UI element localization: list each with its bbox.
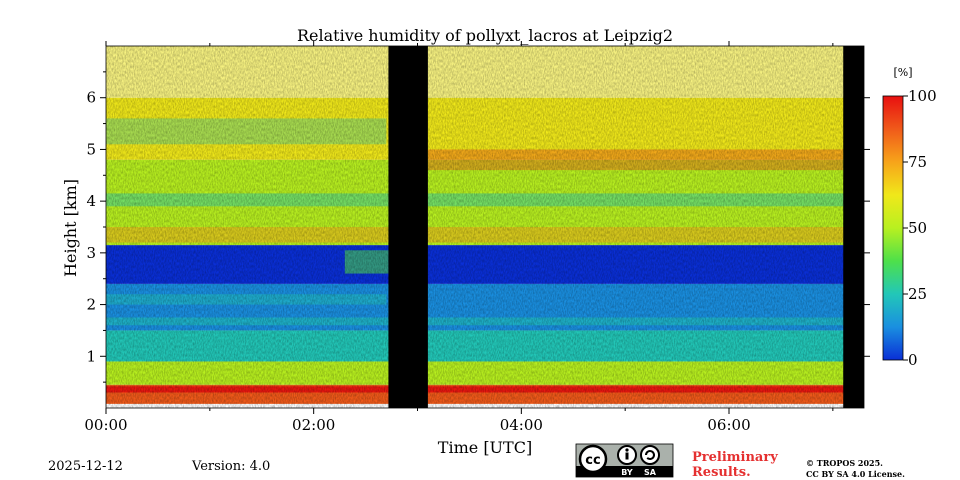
colorbar-tick-label: 75	[908, 153, 927, 171]
license-by-text: BY	[621, 468, 633, 477]
no-data-gap-1	[843, 46, 864, 408]
license-badge: cc BY SA	[575, 443, 674, 478]
footer-version: Version: 4.0	[191, 459, 270, 474]
heatmap-plot-area	[106, 46, 864, 408]
x-axis: 00:00 02:00 04:00 06:00	[84, 41, 834, 434]
x-axis-label: Time [UTC]	[438, 438, 532, 457]
svg-text:cc: cc	[585, 453, 600, 468]
colorbar-unit: [%]	[893, 66, 912, 79]
colorbar-tick-label: 25	[908, 285, 927, 303]
y-axis: 1 2 3 4 5 6	[86, 71, 870, 383]
copyright-line1: © TROPOS 2025.	[806, 458, 883, 468]
chart-title: Relative humidity of pollyxt_lacros at L…	[297, 26, 673, 45]
y-tick-label: 6	[86, 89, 96, 107]
x-tick-label: 00:00	[84, 416, 127, 434]
license-sa-text: SA	[644, 468, 657, 477]
preliminary-line2: Results.	[692, 465, 751, 480]
copyright-line2: CC BY SA 4.0 License.	[806, 469, 905, 479]
y-tick-label: 1	[86, 347, 96, 365]
colorbar-tick-label: 100	[908, 87, 937, 105]
colorbar-tick-label: 0	[908, 351, 918, 369]
heatmap-noise-texture	[106, 46, 864, 408]
y-axis-label: Height [km]	[61, 179, 80, 277]
y-tick-label: 3	[86, 244, 96, 262]
footer-date: 2025-12-12	[48, 459, 123, 474]
y-tick-label: 4	[86, 192, 96, 210]
y-tick-label: 5	[86, 140, 96, 158]
colorbar-ticks: 0 25 50 75 100	[903, 87, 937, 369]
x-tick-label: 06:00	[707, 416, 750, 434]
x-tick-label: 04:00	[500, 416, 543, 434]
no-data-gap-0	[388, 46, 428, 408]
colorbar-gradient	[882, 95, 904, 361]
y-tick-label: 2	[86, 296, 96, 314]
x-tick-label: 02:00	[292, 416, 335, 434]
colorbar: [%] 0 25 50 75 100	[882, 66, 937, 369]
colorbar-tick-label: 50	[908, 219, 927, 237]
cc-by-sa-icon: cc	[578, 444, 660, 474]
preliminary-line1: Preliminary	[692, 450, 778, 465]
no-data-gaps	[388, 46, 864, 408]
